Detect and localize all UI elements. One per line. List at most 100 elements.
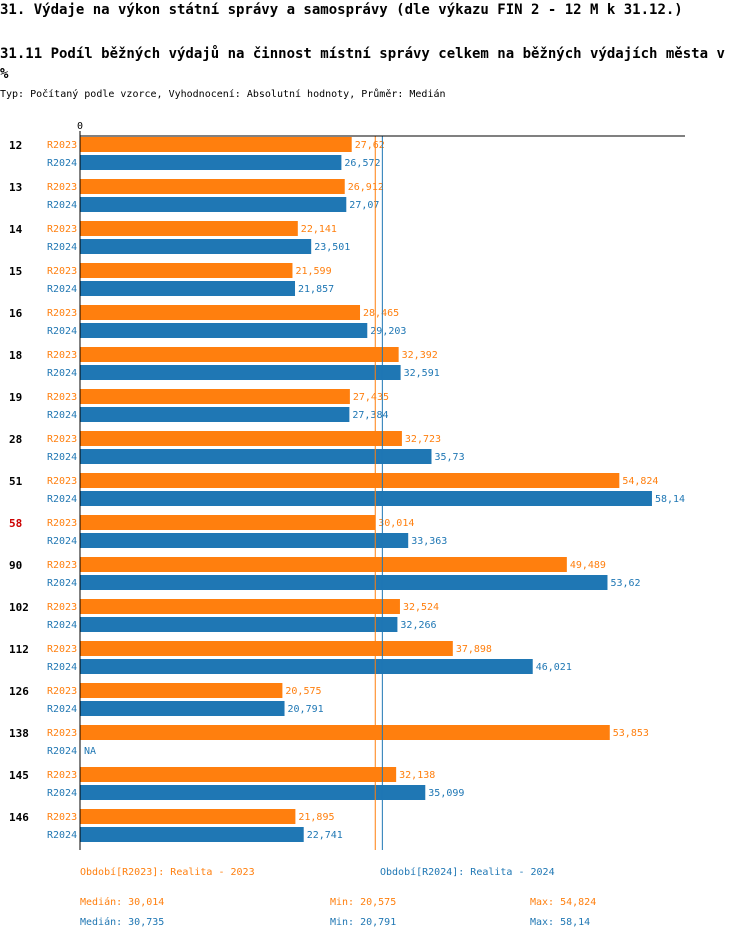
series-label-r2024: R2024 <box>47 704 77 715</box>
data-label-r2023: 20,575 <box>285 686 321 697</box>
data-label-r2023: 27,62 <box>355 140 385 151</box>
category-label: 58 <box>9 517 22 530</box>
series-label-r2024: R2024 <box>47 158 77 169</box>
bar-r2023 <box>80 515 376 530</box>
data-label-r2023: 53,853 <box>613 728 649 739</box>
data-label-r2024: NA <box>84 746 96 757</box>
data-label-r2024: 23,501 <box>314 242 350 253</box>
bar-r2024 <box>80 617 398 632</box>
data-label-r2024: 32,591 <box>404 368 440 379</box>
bar-r2024 <box>80 155 342 170</box>
series-label-r2024: R2024 <box>47 788 77 799</box>
data-label-r2024: 35,099 <box>428 788 464 799</box>
series-label-r2024: R2024 <box>47 494 77 505</box>
legend-r2024: Období[R2024]: Realita - 2024 <box>380 867 555 878</box>
bar-r2024 <box>80 659 533 674</box>
series-label-r2024: R2024 <box>47 830 77 841</box>
series-label-r2023: R2023 <box>47 518 77 529</box>
series-label-r2023: R2023 <box>47 434 77 445</box>
series-label-r2024: R2024 <box>47 662 77 673</box>
legend-r2023: Období[R2023]: Realita - 2023 <box>80 867 255 878</box>
series-label-r2024: R2024 <box>47 368 77 379</box>
category-label: 112 <box>9 643 29 656</box>
data-label-r2023: 49,489 <box>570 560 606 571</box>
series-label-r2023: R2023 <box>47 644 77 655</box>
data-label-r2023: 28,465 <box>363 308 399 319</box>
series-label-r2023: R2023 <box>47 602 77 613</box>
series-label-r2023: R2023 <box>47 224 77 235</box>
series-label-r2023: R2023 <box>47 560 77 571</box>
chart-subtitle: 31.11 Podíl běžných výdajů na činnost mí… <box>0 46 725 82</box>
category-label: 15 <box>9 265 22 278</box>
stat-min-r2024: Min: 20,791 <box>330 917 397 928</box>
bar-r2024 <box>80 575 608 590</box>
bar-r2023 <box>80 305 361 320</box>
data-label-r2023: 21,599 <box>295 266 331 277</box>
data-label-r2024: 21,857 <box>298 284 334 295</box>
data-label-r2024: 29,203 <box>370 326 406 337</box>
stat-max-r2024: Max: 58,14 <box>530 917 591 928</box>
series-label-r2024: R2024 <box>47 578 77 589</box>
bar-r2023 <box>80 767 397 782</box>
series-label-r2023: R2023 <box>47 770 77 781</box>
category-label: 51 <box>9 475 23 488</box>
series-label-r2023: R2023 <box>47 476 77 487</box>
data-label-r2024: 53,62 <box>610 578 640 589</box>
bar-r2023 <box>80 641 453 656</box>
bar-r2023 <box>80 389 350 404</box>
data-label-r2024: 32,266 <box>400 620 436 631</box>
series-label-r2023: R2023 <box>47 350 77 361</box>
bar-r2024 <box>80 197 347 212</box>
data-label-r2023: 21,895 <box>298 812 334 823</box>
page-title: 31. Výdaje na výkon státní správy a samo… <box>0 2 683 18</box>
data-label-r2024: 27,07 <box>349 200 379 211</box>
data-label-r2024: 58,14 <box>655 494 685 505</box>
bar-r2024 <box>80 449 432 464</box>
data-label-r2023: 26,912 <box>348 182 384 193</box>
data-label-r2023: 54,824 <box>622 476 658 487</box>
bar-r2023 <box>80 557 567 572</box>
category-label: 13 <box>9 181 22 194</box>
series-label-r2024: R2024 <box>47 536 77 547</box>
series-label-r2023: R2023 <box>47 686 77 697</box>
bar-r2023 <box>80 221 298 236</box>
data-label-r2023: 32,723 <box>405 434 441 445</box>
category-label: 90 <box>9 559 22 572</box>
bar-r2024 <box>80 533 409 548</box>
bar-r2024 <box>80 407 350 422</box>
bar-chart: 0 12 R2023 27,62 R2024 26,572 13 R2023 26,912 R20… <box>9 121 685 850</box>
bar-r2024 <box>80 323 368 338</box>
category-label: 19 <box>9 391 22 404</box>
bar-r2023 <box>80 263 293 278</box>
bar-r2023 <box>80 683 283 698</box>
series-label-r2023: R2023 <box>47 392 77 403</box>
category-label: 102 <box>9 601 29 614</box>
bar-r2023 <box>80 599 400 614</box>
series-label-r2023: R2023 <box>47 182 77 193</box>
series-label-r2023: R2023 <box>47 266 77 277</box>
data-label-r2023: 27,435 <box>353 392 389 403</box>
data-label-r2024: 22,741 <box>307 830 343 841</box>
category-label: 146 <box>9 811 29 824</box>
bar-r2023 <box>80 137 352 152</box>
category-label: 126 <box>9 685 29 698</box>
bar-r2024 <box>80 239 312 254</box>
series-label-r2024: R2024 <box>47 242 77 253</box>
series-label-r2023: R2023 <box>47 140 77 151</box>
bar-r2023 <box>80 347 399 362</box>
category-label: 145 <box>9 769 29 782</box>
bar-r2024 <box>80 827 304 842</box>
series-label-r2024: R2024 <box>47 620 77 631</box>
bar-r2023 <box>80 473 620 488</box>
bar-r2024 <box>80 785 426 800</box>
stat-median-r2024: Medián: 30,735 <box>80 917 165 928</box>
series-label-r2024: R2024 <box>47 200 77 211</box>
series-label-r2024: R2024 <box>47 326 77 337</box>
series-label-r2024: R2024 <box>47 452 77 463</box>
bar-r2024 <box>80 491 652 506</box>
data-label-r2023: 32,524 <box>403 602 439 613</box>
series-label-r2023: R2023 <box>47 812 77 823</box>
series-label-r2023: R2023 <box>47 728 77 739</box>
category-label: 28 <box>9 433 22 446</box>
category-label: 138 <box>9 727 29 740</box>
